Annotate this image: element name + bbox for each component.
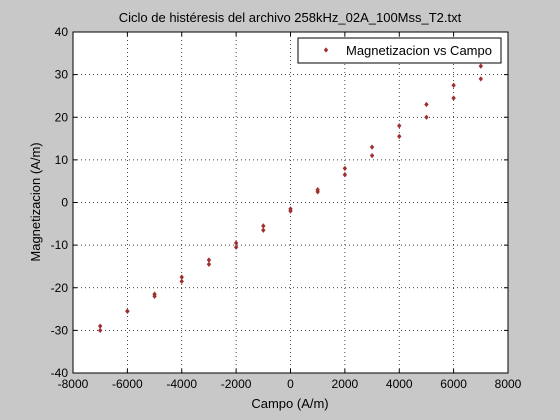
- data-point: [451, 95, 456, 101]
- x-tick-label: 6000: [440, 377, 467, 391]
- data-point: [342, 172, 348, 178]
- legend-entry-label: Magnetizacion vs Campo: [346, 43, 492, 58]
- y-tick-label: -10: [51, 238, 69, 252]
- data-point: [233, 240, 239, 246]
- data-point: [288, 206, 293, 212]
- data-point: [179, 274, 184, 280]
- legend: Magnetizacion vs Campo: [297, 37, 502, 64]
- x-tick-label: -6000: [112, 377, 143, 391]
- data-point: [206, 261, 212, 267]
- data-point: [179, 278, 184, 285]
- legend-marker: [323, 47, 329, 53]
- x-tick-label: 2000: [332, 377, 359, 391]
- y-axis-label: Magnetizacion (A/m): [28, 142, 43, 261]
- data-point: [369, 152, 375, 159]
- data-point: [206, 257, 212, 263]
- data-point: [125, 308, 130, 314]
- data-point: [397, 123, 402, 129]
- data-point: [152, 291, 157, 297]
- data-point: [315, 189, 320, 195]
- axes-area: [73, 32, 508, 373]
- data-point: [397, 133, 402, 140]
- y-tick-label: -30: [51, 323, 69, 337]
- legend-box: [297, 37, 502, 64]
- x-tick-label: -2000: [221, 377, 252, 391]
- data-point: [261, 227, 266, 233]
- chart-title: Ciclo de histéresis del archivo 258kHz_0…: [119, 10, 462, 25]
- data-point: [261, 223, 266, 229]
- data-point: [424, 101, 429, 108]
- legend-marker-symbol: [323, 47, 329, 53]
- y-tick-label: -40: [51, 366, 69, 380]
- data-point: [424, 114, 429, 120]
- x-tick-label: 8000: [495, 377, 522, 391]
- y-tick-label: 0: [61, 196, 68, 210]
- y-tick-label: 30: [55, 68, 69, 82]
- x-axis-label: Campo (A/m): [251, 396, 328, 411]
- axis-ticks: -8000 -6000 -4000 -2000 0 2000 4000 6000 8000 -40…: [51, 25, 522, 391]
- x-tick-label: -4000: [166, 377, 197, 391]
- x-tick-label: -8000: [58, 377, 89, 391]
- grid-lines: [73, 32, 508, 373]
- y-tick-label: 10: [55, 153, 69, 167]
- data-point: [478, 63, 483, 69]
- data-point: [369, 144, 375, 150]
- data-point: [233, 244, 239, 250]
- data-point: [342, 165, 348, 172]
- data-point: [451, 82, 456, 88]
- data-point: [97, 327, 103, 334]
- data-point: [478, 76, 483, 82]
- y-tick-label: 20: [55, 110, 69, 124]
- x-tick-label: 4000: [386, 377, 413, 391]
- y-tick-label: 40: [55, 25, 69, 39]
- y-tick-label: -20: [51, 281, 69, 295]
- data-points: [97, 63, 483, 334]
- x-tick-label: 0: [287, 377, 294, 391]
